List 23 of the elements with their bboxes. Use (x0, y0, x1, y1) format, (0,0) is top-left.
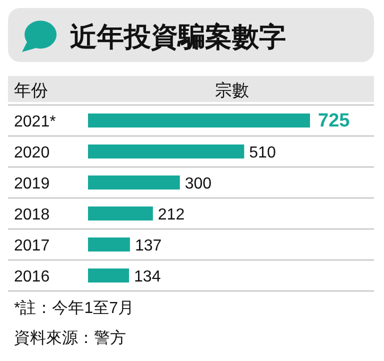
bar (88, 268, 130, 282)
bar (88, 176, 180, 190)
y-tick-label: 2021* (14, 114, 56, 130)
chart-title: 近年投資騙案數字 (70, 22, 286, 52)
bar (88, 238, 130, 252)
x-axis-title: 宗數 (215, 81, 249, 100)
data-label: 134 (134, 268, 161, 286)
data-label: 300 (184, 176, 212, 192)
text: *註：今年1至7月 (14, 299, 134, 317)
bar (88, 114, 310, 128)
data-label: 510 (249, 144, 276, 162)
y-tick-label: 2017 (14, 238, 50, 254)
y-axis-title: 年份 (14, 81, 48, 100)
y-tick-label: 2016 (14, 268, 50, 286)
data-label: 137 (134, 238, 162, 254)
source-note: 資料來源：警方 (14, 329, 126, 347)
y-tick-label: 2019 (14, 176, 50, 192)
data-label: 212 (158, 206, 185, 224)
y-tick-label: 2018 (14, 206, 50, 224)
bar (88, 206, 153, 220)
data-label: 725 (318, 110, 350, 132)
bar (88, 144, 244, 158)
y-tick-label: 2020 (14, 144, 50, 162)
